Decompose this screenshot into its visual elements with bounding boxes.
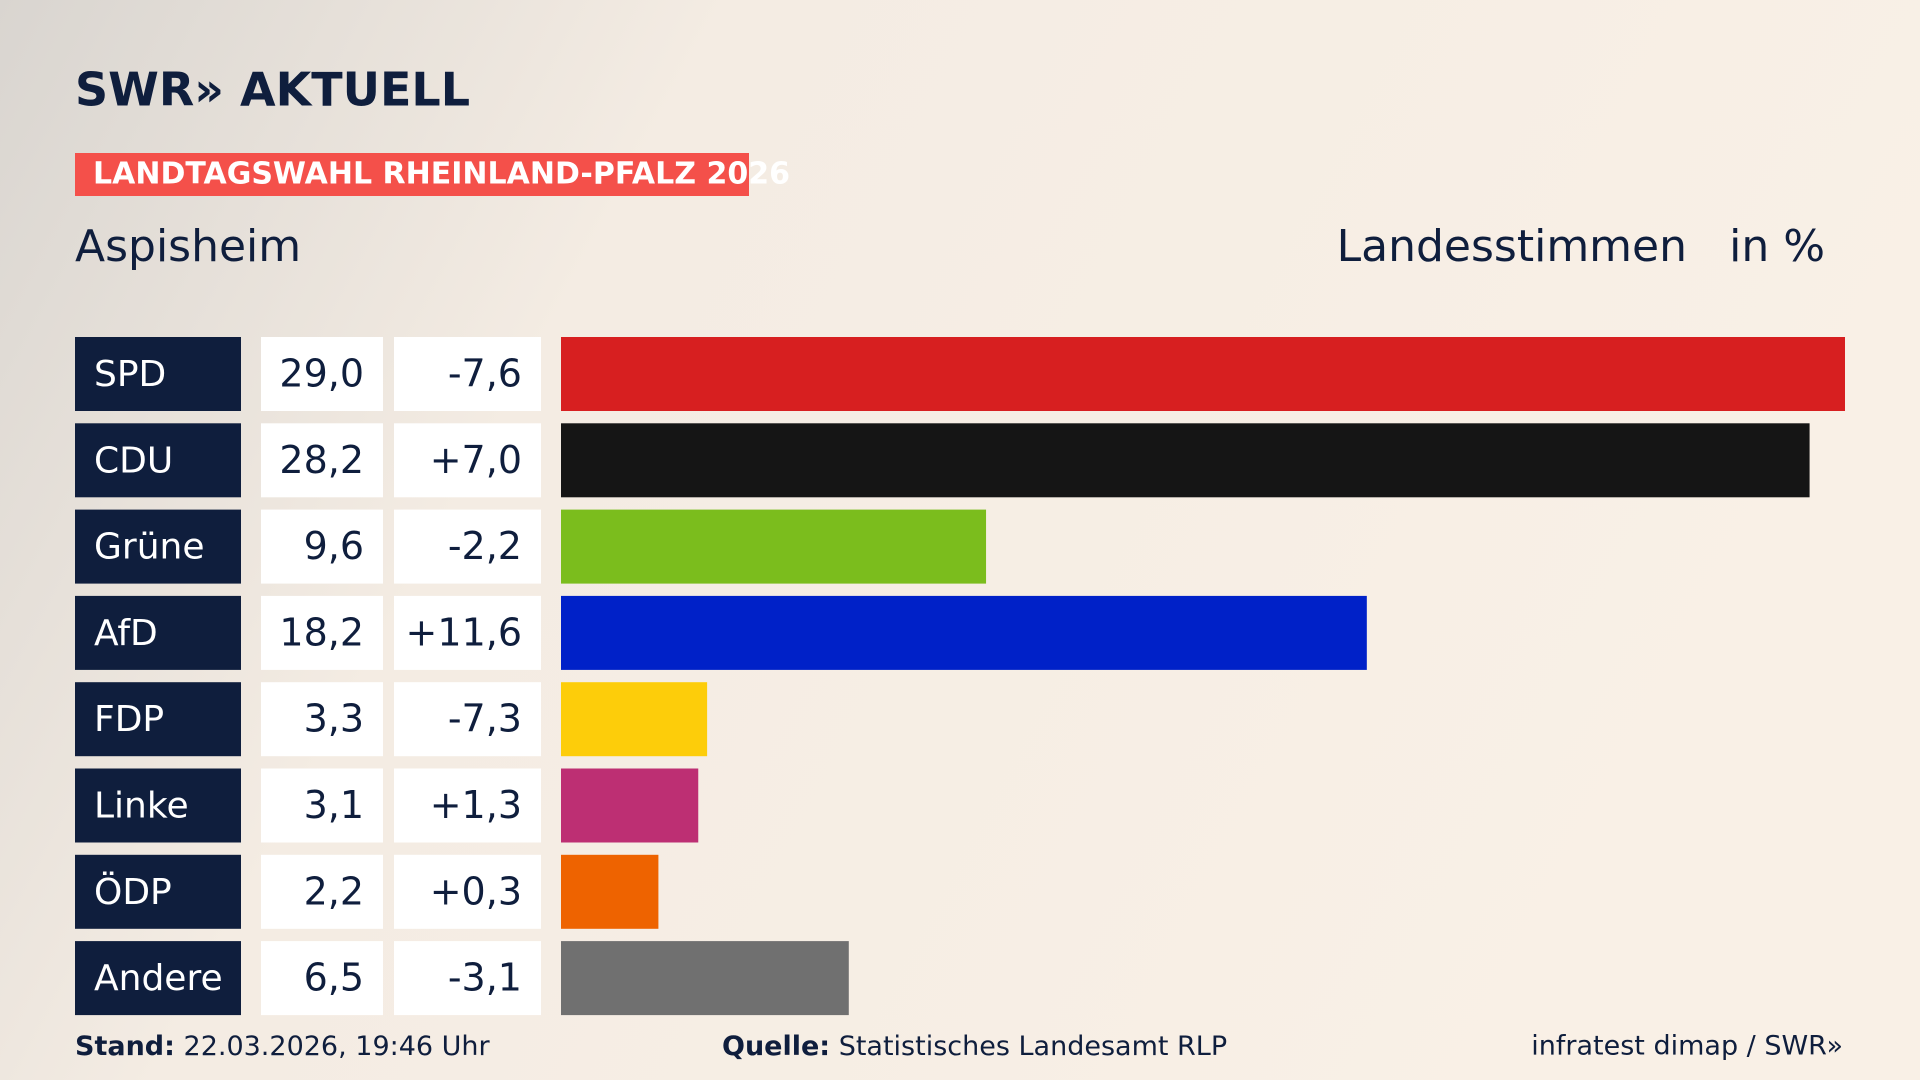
bar [561, 682, 708, 757]
party-box [75, 509, 241, 584]
value-label: 3,1 [304, 783, 364, 827]
title-badge [75, 153, 749, 196]
value-label: 6,5 [304, 956, 364, 1000]
bar [561, 595, 1367, 670]
change-label: +11,6 [406, 610, 522, 654]
party-box [75, 768, 241, 843]
bar [561, 337, 1845, 411]
party-label: Andere [94, 958, 223, 999]
measure-label: Landesstimmen [1337, 221, 1687, 272]
value-label: 2,2 [304, 869, 364, 913]
bar [561, 509, 987, 584]
change-label: -7,6 [448, 352, 522, 396]
chart-subtitle: Aspisheim [75, 221, 301, 272]
bar [561, 423, 1810, 498]
change-box [394, 509, 541, 584]
party-label: ÖDP [94, 871, 172, 913]
change-box [394, 768, 541, 843]
change-label: -3,1 [448, 956, 522, 1000]
party-box [75, 423, 241, 498]
value-box [261, 768, 383, 843]
change-box [394, 854, 541, 929]
change-box [394, 423, 541, 498]
value-box [261, 509, 383, 584]
value-box [261, 854, 383, 929]
value-label: 28,2 [279, 438, 364, 482]
bar [561, 768, 699, 843]
change-box [394, 941, 541, 1016]
source-label: Quelle: [722, 1031, 830, 1062]
value-box [261, 682, 383, 757]
party-label: Linke [94, 786, 189, 827]
change-label: -7,3 [448, 697, 522, 741]
change-box [394, 595, 541, 670]
party-box [75, 854, 241, 929]
value-label: 9,6 [304, 524, 364, 568]
party-label: SPD [94, 354, 166, 395]
change-label: +0,3 [430, 869, 522, 913]
party-box [75, 682, 241, 757]
value-box [261, 337, 383, 411]
footer-stand: Stand: 22.03.2026, 19:46 Uhr [75, 1031, 491, 1062]
value-box [261, 423, 383, 498]
bar [561, 941, 849, 1016]
value-box [261, 595, 383, 670]
party-label: Grüne [94, 527, 204, 568]
change-label: -2,2 [448, 524, 522, 568]
stand-date: 22.03.2026, 19:46 Uhr [184, 1031, 491, 1062]
change-box [394, 337, 541, 411]
brand-logo: SWR» AKTUELL [75, 63, 470, 117]
unit-label: in % [1729, 221, 1825, 272]
party-label: AfD [94, 613, 158, 654]
rows: SPD 29,0 -7,6 CDU 28,2 +7,0 Grüne 9,6 -2,2 AfD 18,… [75, 337, 1845, 1016]
source-name: Statistisches Landesamt RLP [839, 1031, 1227, 1062]
footer-source: Quelle: Statistisches Landesamt RLP [722, 1031, 1227, 1062]
change-box [394, 682, 541, 757]
value-label: 18,2 [279, 610, 364, 654]
party-box [75, 595, 241, 670]
footer-credit: infratest dimap / SWR» [1531, 1031, 1843, 1062]
value-label: 3,3 [304, 697, 364, 741]
party-label: FDP [94, 699, 164, 740]
value-box [261, 941, 383, 1016]
value-label: 29,0 [279, 352, 364, 396]
bar [561, 854, 659, 929]
change-label: +1,3 [430, 783, 522, 827]
stand-label: Stand: [75, 1031, 175, 1062]
party-box [75, 941, 241, 1016]
party-label: CDU [94, 440, 173, 481]
party-box [75, 337, 241, 411]
chart-title: LANDTAGSWAHL RHEINLAND-PFALZ 2026 [93, 157, 790, 192]
change-label: +7,0 [430, 438, 522, 482]
